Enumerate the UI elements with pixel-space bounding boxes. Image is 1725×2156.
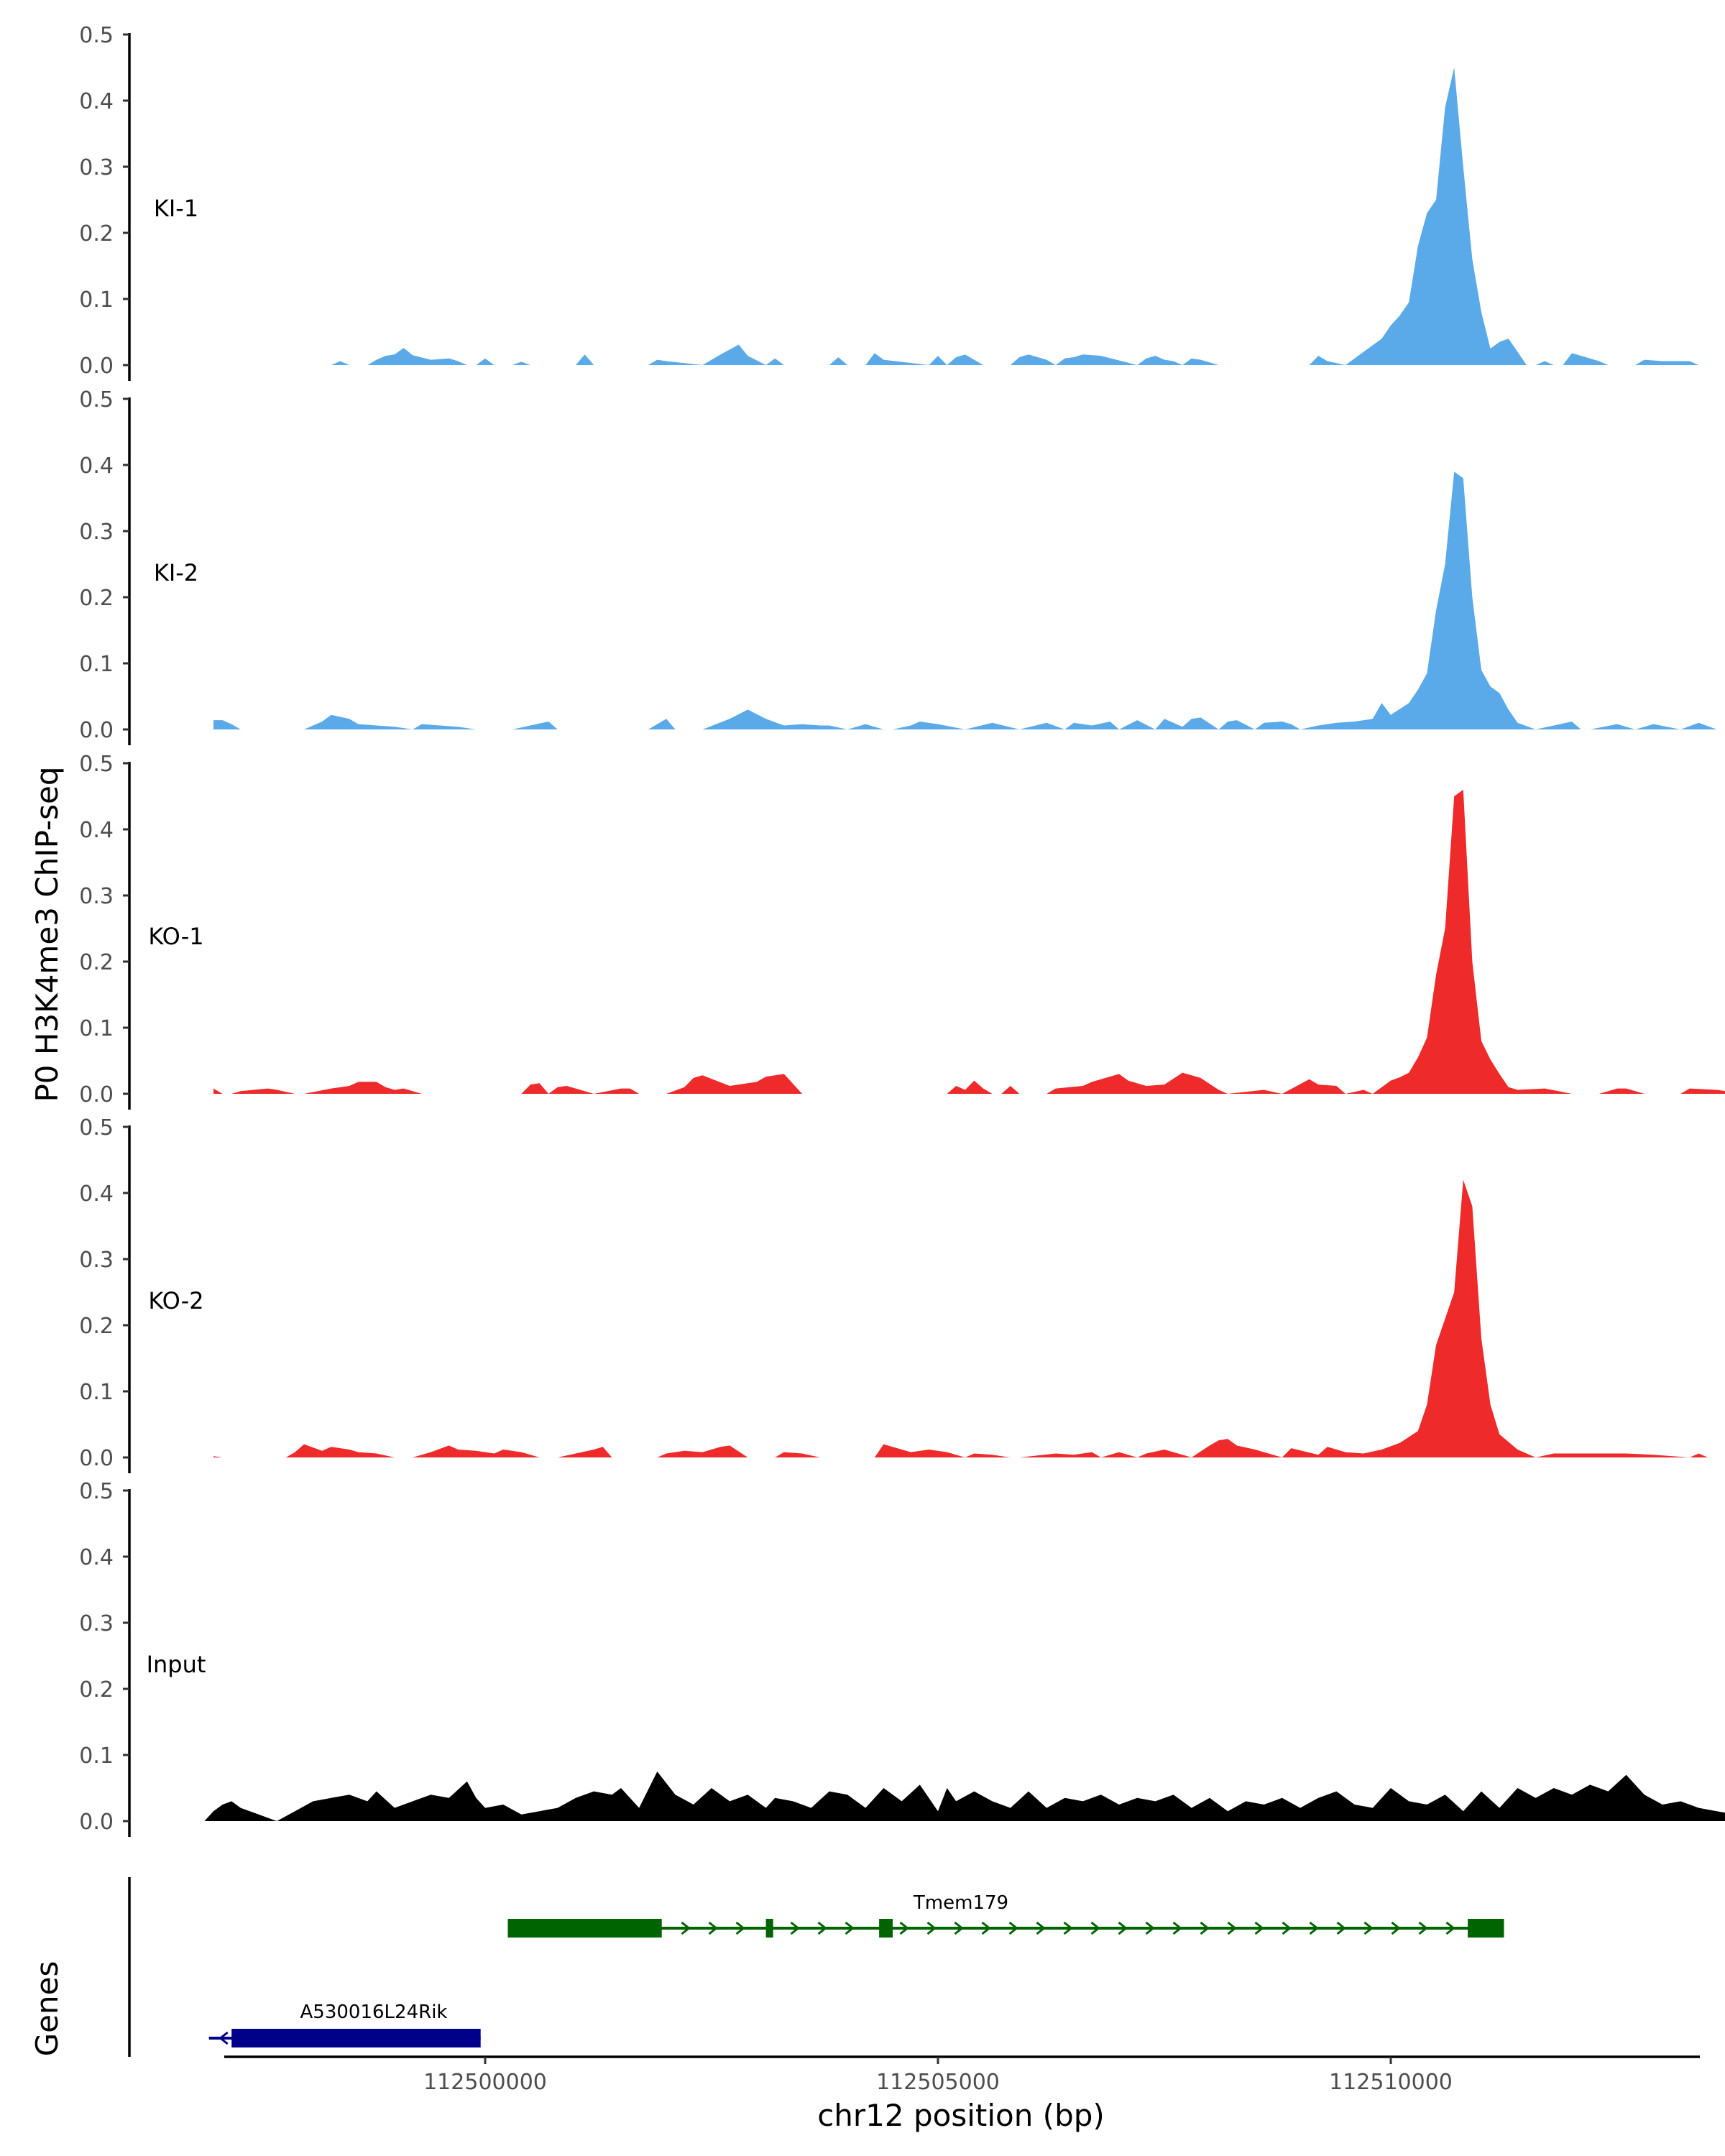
y-tick-label: 0.3 [79,1611,114,1636]
strand-chevron [1254,1921,1264,1935]
strand-chevron [1200,1921,1210,1935]
x-tick-label: 112505000 [876,2070,1000,2095]
track-ko-2: 0.0 0.1 0.2 0.3 0.4 0.5 KO-2 [79,1115,1708,1473]
y-tick-label: 0.1 [79,1743,114,1769]
y-tick-label: 0.4 [79,818,114,843]
x-tick-label: 112510000 [1329,2070,1453,2095]
y-axis-title: P0 H3K4me3 ChIP-seq [29,766,65,1102]
y-tick-label: 0.4 [79,1545,114,1570]
gene-track-title: Genes [29,1961,65,2057]
strand-chevron [899,1921,909,1935]
gene-exon [507,1919,662,1938]
strand-chevron [681,1921,691,1935]
track-label: KI-1 [154,195,198,222]
x-tick-label: 112500000 [423,2070,547,2095]
track-label: KI-2 [154,559,198,586]
coverage-area-ko-1 [213,789,1725,1094]
y-tick-label: 0.0 [79,1446,114,1471]
y-tick-label: 0.5 [79,752,114,777]
gene-label: Tmem179 [913,1892,1008,1914]
y-tick-label: 0.5 [79,23,114,48]
strand-chevron [1336,1921,1346,1935]
strand-chevron [1227,1921,1237,1935]
strand-chevron [954,1921,964,1935]
coverage-area-ki-1 [331,68,1725,365]
track-label: Input [147,1651,206,1678]
y-tick-label: 0.1 [79,287,114,313]
strand-chevron [735,1921,745,1935]
y-tick-label: 0.1 [79,1380,114,1405]
y-tick-label: 0.4 [79,89,114,114]
y-tick-label: 0.2 [79,1314,114,1339]
y-tick-label: 0.0 [79,354,114,379]
strand-chevron [790,1921,800,1935]
coverage-area-ki-2 [213,471,1725,729]
track-label: KO-1 [148,923,203,950]
strand-chevron [1145,1921,1155,1935]
x-axis-title: chr12 position (bp) [817,2098,1105,2133]
y-tick-label: 0.0 [79,1810,114,1835]
strand-chevron [1363,1921,1374,1935]
track-ki-1: 0.0 0.1 0.2 0.3 0.4 0.5 KI-1 [79,23,1725,381]
strand-chevron [1282,1921,1292,1935]
gene-exon [231,2029,481,2047]
track-input: 0.0 0.1 0.2 0.3 0.4 0.5 Input [79,1479,1725,1837]
track-ko-1: 0.0 0.1 0.2 0.3 0.4 0.5 KO-1 [79,752,1725,1110]
strand-chevron [926,1921,937,1935]
y-tick-label: 0.5 [79,1115,114,1141]
strand-chevron [1008,1921,1018,1935]
strand-chevron [1391,1921,1401,1935]
strand-chevron [1036,1921,1046,1935]
gene-tmem179: Tmem179 [507,1892,1504,1938]
strand-chevron [845,1921,855,1935]
gene-track: Tmem179 A530016L24Rik [128,1877,1504,2057]
track-ki-2: 0.0 0.1 0.2 0.3 0.4 0.5 KI-2 [79,387,1725,745]
gene-exon [1468,1919,1504,1938]
y-tick-label: 0.2 [79,221,114,247]
y-tick-label: 0.3 [79,1248,114,1273]
strand-chevron [1309,1921,1319,1935]
y-tick-label: 0.2 [79,950,114,975]
y-tick-label: 0.4 [79,453,114,479]
strand-chevron [1172,1921,1182,1935]
strand-chevron [708,1921,718,1935]
y-tick-label: 0.5 [79,1479,114,1504]
y-tick-label: 0.2 [79,586,114,611]
coverage-tracks: 0.0 0.1 0.2 0.3 0.4 0.5 KI-1 0.0 0.1 0.2 0.3 0.4 0.5… [79,23,1725,1837]
gene-exon [879,1919,893,1938]
y-tick-label: 0.1 [79,1016,114,1041]
x-axis: 112500000 112505000 112510000 [224,2055,1700,2095]
strand-chevron [981,1921,991,1935]
y-tick-label: 0.4 [79,1181,114,1207]
strand-chevron [1063,1921,1073,1935]
y-tick-label: 0.5 [79,387,114,413]
coverage-area-ko-2 [213,1179,1708,1457]
coverage-area-input [204,1772,1725,1821]
y-tick-label: 0.3 [79,520,114,545]
gene-a530016l24rik: A530016L24Rik [208,2001,481,2047]
track-label: KO-2 [148,1287,203,1314]
y-tick-label: 0.0 [79,1082,114,1107]
y-tick-label: 0.2 [79,1677,114,1703]
y-tick-label: 0.0 [79,718,114,743]
strand-chevron [1418,1921,1428,1935]
y-tick-label: 0.3 [79,884,114,909]
y-tick-label: 0.1 [79,652,114,677]
strand-chevron [1090,1921,1100,1935]
strand-chevron [1445,1921,1455,1935]
strand-chevron [1118,1921,1128,1935]
gene-exon [765,1919,773,1938]
gene-label: A530016L24Rik [300,2001,448,2023]
strand-chevron [817,1921,827,1935]
strand-chevron [218,2031,229,2045]
y-tick-label: 0.3 [79,155,114,180]
